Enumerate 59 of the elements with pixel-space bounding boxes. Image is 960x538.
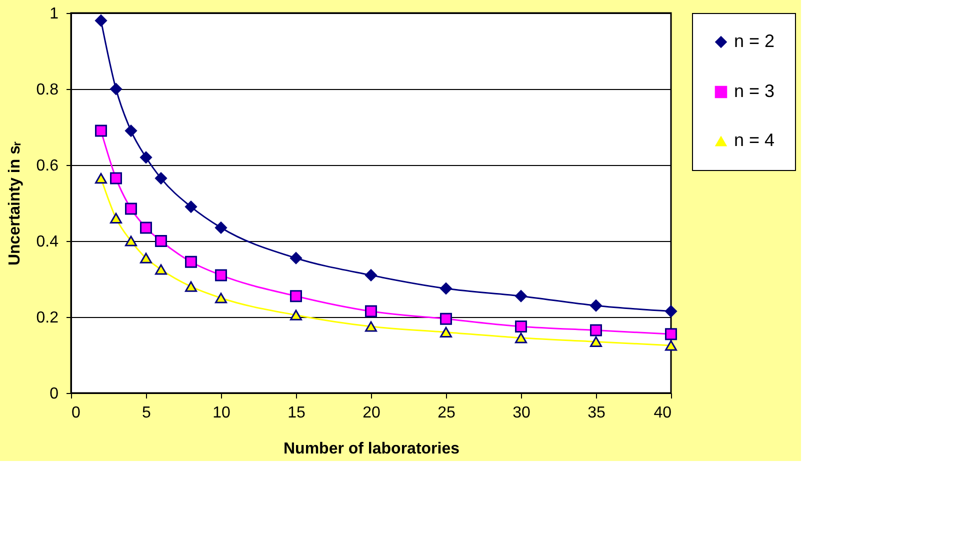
point: [665, 340, 677, 351]
point: [365, 269, 377, 282]
point: [155, 264, 167, 275]
point: [185, 281, 197, 292]
y-tick-label: 1: [50, 6, 59, 22]
point: [215, 292, 227, 304]
point: [440, 326, 452, 338]
point: [440, 282, 452, 294]
x-tick-label: 30: [512, 404, 530, 422]
point: [155, 235, 167, 247]
legend-label: n = 4: [734, 130, 775, 150]
point: [590, 324, 602, 336]
point: [365, 305, 377, 318]
point: [665, 328, 677, 340]
point: [125, 202, 137, 215]
point: [590, 300, 602, 312]
y-tick-label: 0.4: [36, 234, 59, 250]
point: [140, 151, 152, 164]
y-tick-label: 0.8: [36, 82, 59, 98]
point: [110, 172, 122, 184]
point: [515, 332, 527, 344]
point: [155, 172, 167, 184]
point: [140, 252, 152, 264]
x-tick-label: 5: [142, 404, 152, 422]
point: [440, 312, 452, 325]
point: [110, 212, 122, 224]
y-tick-label: 0.6: [36, 158, 59, 174]
legend-label: n = 2: [734, 31, 775, 51]
x-tick-label: 20: [362, 404, 380, 422]
point: [590, 336, 602, 347]
legend-label: n = 3: [734, 81, 775, 101]
point: [185, 256, 197, 268]
point: [365, 321, 377, 332]
point: [290, 310, 302, 320]
point: [95, 124, 107, 137]
x-tick-label: 40: [654, 404, 672, 422]
x-tick-label: 15: [288, 404, 306, 422]
point: [185, 200, 197, 213]
y-tick-label: 0.2: [36, 310, 59, 326]
point: [125, 236, 137, 246]
point: [95, 173, 107, 184]
x-tick-label: 0: [72, 404, 80, 422]
point: [515, 290, 527, 302]
y-axis-title: Uncertainty in sᵣ: [6, 141, 24, 266]
point: [665, 305, 677, 318]
point: [215, 222, 227, 234]
point: [140, 222, 152, 234]
point: [515, 320, 527, 332]
point: [125, 124, 137, 137]
y-tick-label: 0: [50, 386, 59, 402]
x-axis-title: Number of laboratories: [283, 440, 460, 458]
x-tick-label: 10: [212, 404, 230, 422]
point: [110, 83, 122, 95]
point: [95, 14, 107, 27]
x-tick-label: 35: [588, 404, 606, 422]
point: [290, 252, 302, 264]
point: [215, 269, 227, 282]
x-tick-label: 25: [438, 404, 456, 422]
point: [290, 290, 302, 302]
